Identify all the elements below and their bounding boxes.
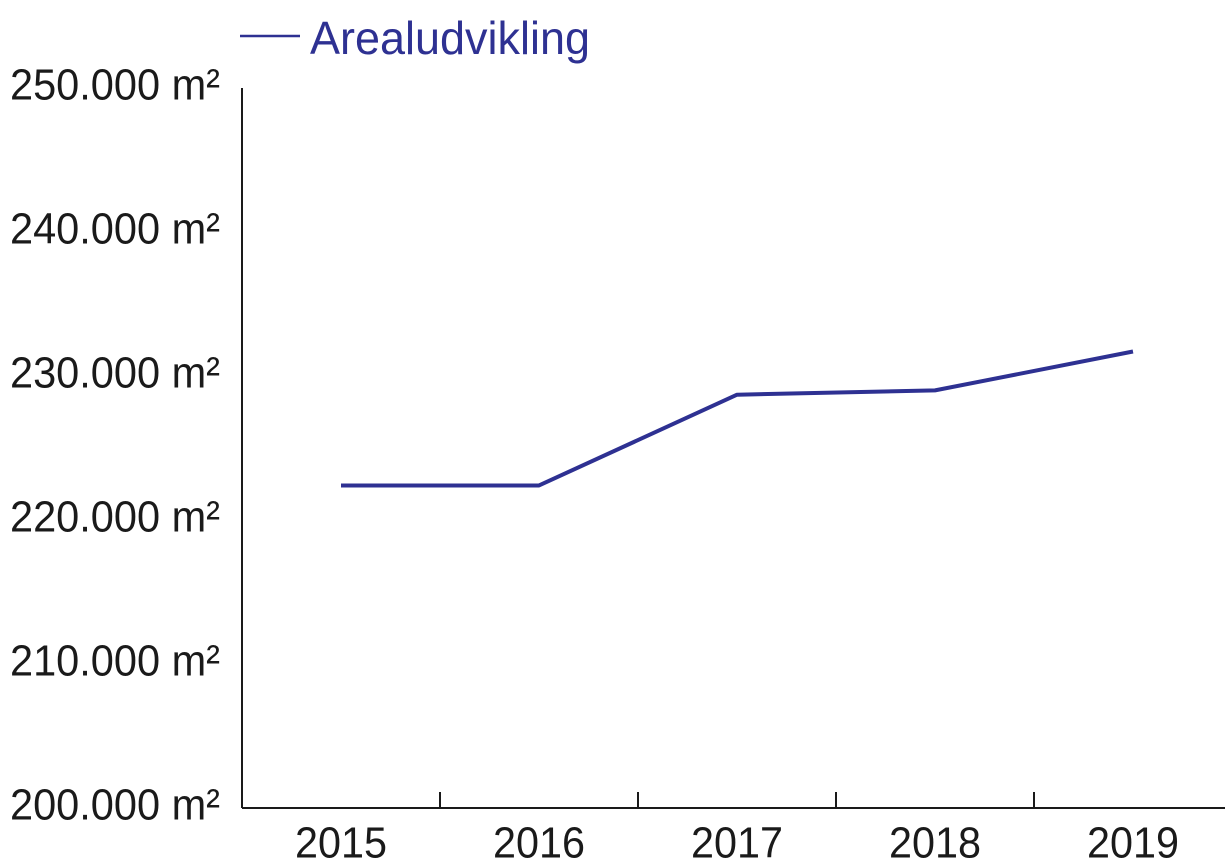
y-tick-label: 240.000 m²: [10, 205, 220, 254]
y-tick-label: 210.000 m²: [10, 637, 220, 686]
y-tick-label: 200.000 m²: [10, 781, 220, 830]
x-tick-label: 2016: [493, 819, 585, 866]
y-tick-label: 220.000 m²: [10, 493, 220, 542]
x-tick-label: 2015: [295, 819, 387, 866]
x-tick-label: 2017: [691, 819, 783, 866]
legend-label: Arealudvikling: [310, 12, 590, 64]
x-tick-label: 2018: [889, 819, 981, 866]
data-line: [341, 349, 1134, 488]
x-tick-label: 2019: [1087, 819, 1179, 866]
y-tick-label: 230.000 m²: [10, 349, 220, 398]
y-tick-label: 250.000 m²: [10, 61, 220, 110]
